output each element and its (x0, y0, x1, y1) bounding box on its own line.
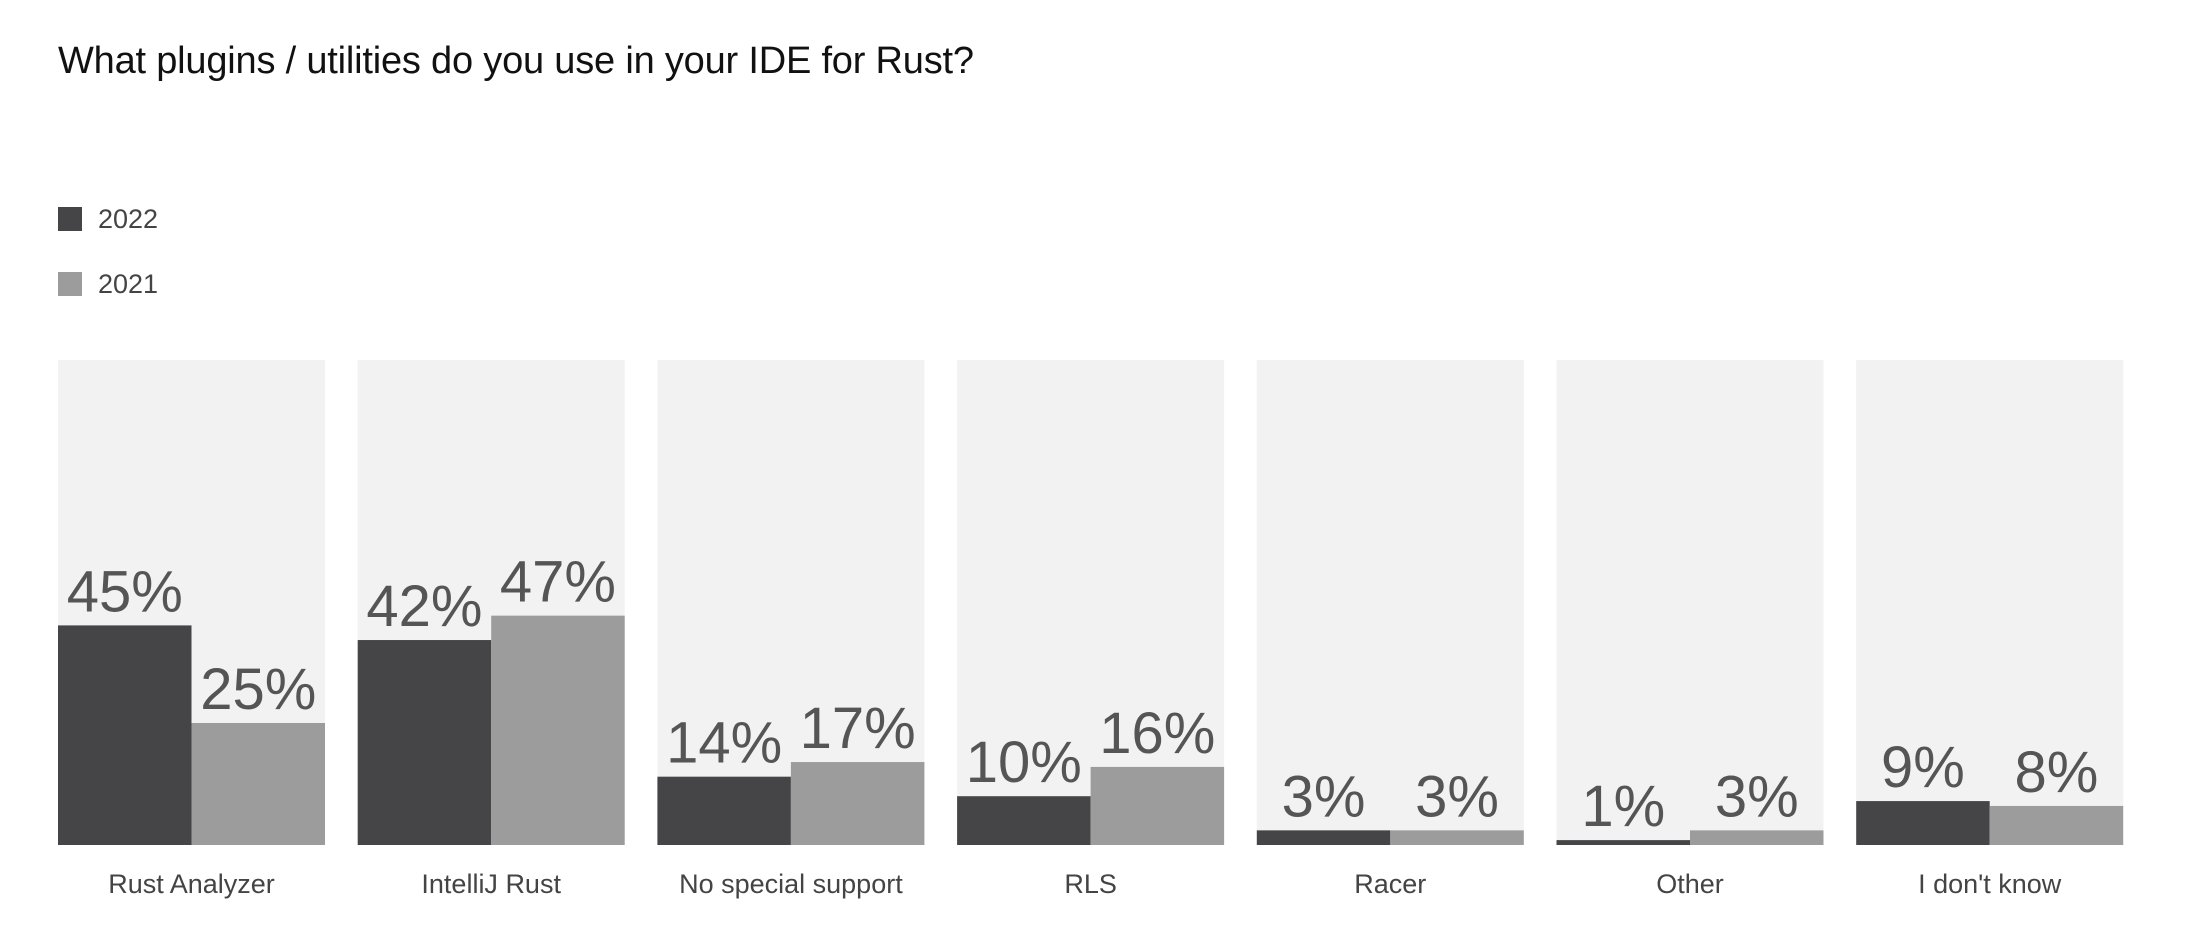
category-label-other: Other (1656, 869, 1724, 899)
bar-group-i-don-t-know: 9% 8% I don't know (1856, 360, 2124, 899)
value-label-racer-2021: 3% (1415, 764, 1499, 829)
value-label-no-special-support-2021: 17% (800, 696, 916, 761)
chart-title: What plugins / utilities do you use in y… (58, 40, 974, 82)
bar-group-rls: 10% 16% RLS (957, 360, 1225, 899)
bar-intellij-rust-2022 (357, 640, 492, 845)
bar-no-special-support-2022 (657, 776, 791, 845)
legend-swatch-2021 (58, 272, 82, 296)
legend-swatch-2022 (58, 207, 82, 231)
bar-racer-2021 (1390, 830, 1524, 845)
bar-group-other: 1% 3% Other (1556, 360, 1824, 899)
category-label-no-special-support: No special support (679, 869, 903, 899)
bar-panel-other (1556, 360, 1824, 845)
bar-rust-analyzer-2021 (191, 723, 325, 845)
legend: 2022 2021 (58, 198, 158, 328)
category-label-i-don-t-know: I don't know (1918, 869, 2062, 899)
value-label-intellij-rust-2022: 42% (366, 574, 482, 639)
bar-no-special-support-2021 (790, 762, 925, 845)
category-label-racer: Racer (1354, 869, 1426, 899)
value-label-intellij-rust-2021: 47% (500, 550, 616, 615)
value-label-i-don-t-know-2021: 8% (2015, 740, 2099, 805)
legend-label-2022: 2022 (98, 203, 159, 234)
value-label-rust-analyzer-2021: 25% (200, 657, 316, 722)
bar-racer-2022 (1256, 830, 1391, 845)
bar-group-no-special-support: 14% 17% No special support (657, 360, 925, 899)
bar-other-2022 (1556, 840, 1690, 845)
bar-group-rust-analyzer: 45% 25% Rust Analyzer (58, 360, 325, 899)
bar-panel-i-don-t-know (1856, 360, 2124, 845)
legend-label-2021: 2021 (98, 268, 159, 299)
bar-panel-rls (957, 360, 1225, 845)
value-label-rls-2022: 10% (966, 730, 1082, 795)
value-label-i-don-t-know-2022: 9% (1881, 735, 1965, 800)
category-label-rust-analyzer: Rust Analyzer (108, 869, 275, 899)
legend-item-2022: 2022 (58, 198, 158, 240)
value-label-racer-2022: 3% (1282, 764, 1366, 829)
bar-i-don-t-know-2021 (1989, 805, 2124, 845)
bar-other-2021 (1690, 830, 1824, 845)
category-label-intellij-rust: IntelliJ Rust (421, 869, 561, 899)
bar-intellij-rust-2021 (491, 615, 625, 845)
bar-group-intellij-rust: 42% 47% IntelliJ Rust (357, 360, 625, 899)
bar-panel-racer (1256, 360, 1524, 845)
bar-rls-2021 (1090, 766, 1225, 845)
value-label-other-2021: 3% (1715, 764, 1799, 829)
value-label-no-special-support-2022: 14% (666, 711, 782, 776)
bar-rust-analyzer-2022 (58, 625, 192, 845)
bar-rls-2022 (957, 796, 1091, 845)
legend-item-2021: 2021 (58, 263, 158, 305)
value-label-other-2022: 1% (1581, 774, 1665, 839)
value-label-rust-analyzer-2022: 45% (67, 559, 183, 624)
value-label-rls-2021: 16% (1099, 701, 1215, 766)
bar-i-don-t-know-2022 (1856, 801, 1990, 845)
category-label-rls: RLS (1064, 869, 1117, 899)
bar-group-racer: 3% 3% Racer (1256, 360, 1524, 899)
